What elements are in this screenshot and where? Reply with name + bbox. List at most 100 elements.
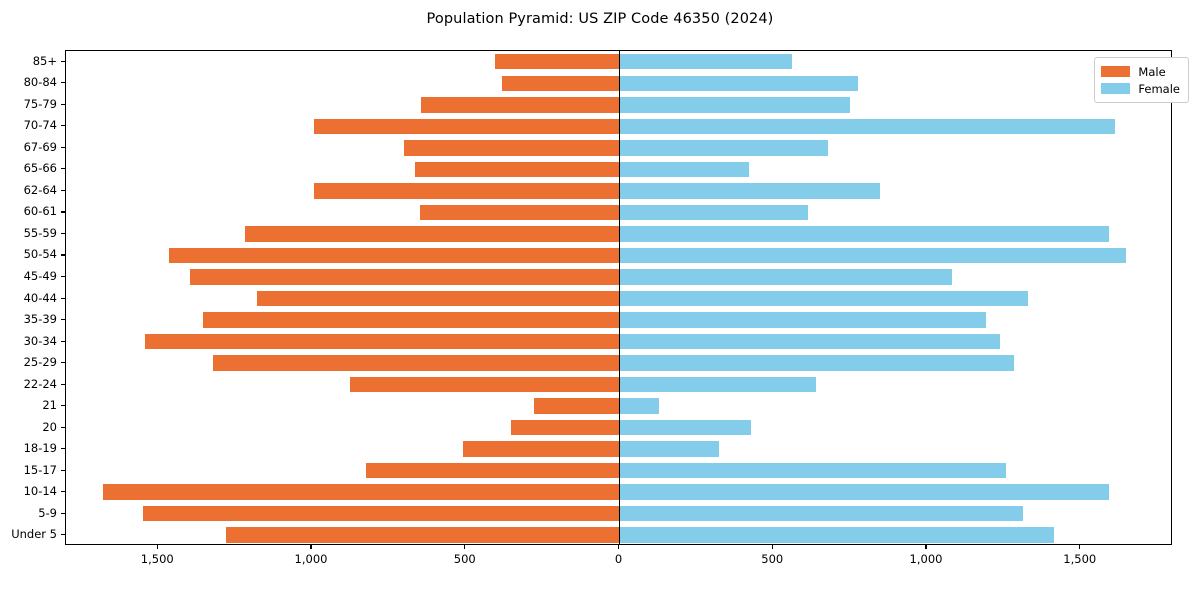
bar-female bbox=[619, 97, 850, 113]
bar-row bbox=[66, 247, 1171, 264]
y-axis-tick-label: 60-61 bbox=[23, 204, 57, 219]
bar-row bbox=[66, 419, 1171, 436]
y-axis-tick-label: 75-79 bbox=[23, 96, 57, 111]
bar-male bbox=[212, 355, 620, 371]
y-axis-tick-mark bbox=[61, 405, 65, 407]
y-axis-tick-mark bbox=[61, 426, 65, 428]
y-axis-tick-mark bbox=[61, 362, 65, 364]
x-axis-tick-label: 1,500 bbox=[1063, 552, 1097, 566]
y-axis-tick-label: 62-64 bbox=[23, 182, 57, 197]
bar-row bbox=[66, 462, 1171, 479]
y-axis-tick-mark bbox=[61, 189, 65, 191]
bar-row bbox=[66, 312, 1171, 328]
bar-male bbox=[502, 75, 620, 92]
bar-row bbox=[66, 441, 1171, 457]
y-axis-tick-mark bbox=[61, 232, 65, 235]
legend-label: Male bbox=[1138, 64, 1166, 79]
bar-female bbox=[619, 398, 660, 414]
y-axis-tick-mark bbox=[61, 469, 65, 471]
bar-female bbox=[619, 333, 1000, 350]
bar-male bbox=[510, 419, 620, 436]
bar-row bbox=[66, 54, 1171, 70]
bar-row bbox=[66, 355, 1171, 371]
bar-male bbox=[145, 333, 620, 350]
y-axis-tick-mark bbox=[61, 340, 65, 342]
y-axis-tick-label: 40-44 bbox=[23, 290, 57, 305]
bar-male bbox=[350, 376, 620, 393]
y-axis-tick-label: 25-29 bbox=[23, 355, 57, 370]
y-axis-tick-label: 85+ bbox=[32, 53, 57, 68]
bar-female bbox=[619, 183, 880, 199]
bar-male bbox=[103, 484, 620, 500]
bar-female bbox=[619, 484, 1110, 500]
y-axis-tick-mark bbox=[61, 60, 65, 62]
bar-row bbox=[66, 183, 1171, 199]
bar-male bbox=[256, 290, 620, 307]
bar-male bbox=[189, 269, 620, 285]
y-axis-tick-label: 30-34 bbox=[23, 333, 57, 348]
bar-male bbox=[534, 398, 620, 414]
y-axis-tick-mark bbox=[61, 448, 65, 450]
bar-row bbox=[66, 75, 1171, 92]
bar-row bbox=[66, 140, 1171, 156]
y-axis-tick-mark bbox=[61, 297, 65, 299]
bar-row bbox=[66, 527, 1171, 543]
x-axis-tick-label: 1,000 bbox=[294, 552, 328, 566]
bar-female bbox=[619, 54, 793, 70]
bar-row bbox=[66, 376, 1171, 393]
x-axis-tick-mark bbox=[771, 545, 773, 549]
y-axis-tick-label: 15-17 bbox=[23, 462, 57, 477]
y-axis-tick-mark bbox=[61, 103, 65, 105]
legend-entry-male[interactable]: Male bbox=[1101, 63, 1180, 80]
legend-swatch-icon bbox=[1101, 83, 1131, 94]
chart-title: Population Pyramid: US ZIP Code 46350 (2… bbox=[426, 11, 774, 27]
bar-female bbox=[619, 118, 1116, 135]
bar-row bbox=[66, 97, 1171, 113]
bar-female bbox=[619, 505, 1023, 522]
bar-female bbox=[619, 312, 987, 328]
y-axis-tick-mark bbox=[61, 82, 65, 84]
bar-female bbox=[619, 290, 1029, 307]
bar-row bbox=[66, 398, 1171, 414]
bar-female bbox=[619, 247, 1126, 264]
y-axis-tick-label: 21 bbox=[42, 398, 57, 413]
y-axis-tick-mark bbox=[61, 125, 65, 127]
bar-male bbox=[142, 505, 620, 522]
y-axis-tick-mark bbox=[61, 254, 65, 256]
x-axis-tick-label: 1,500 bbox=[140, 552, 174, 566]
bar-male bbox=[225, 527, 620, 543]
bar-male bbox=[202, 312, 620, 328]
x-axis-tick-label: 500 bbox=[761, 552, 784, 566]
bar-row bbox=[66, 269, 1171, 285]
bar-male bbox=[421, 97, 620, 113]
y-axis-tick-label: 20 bbox=[42, 419, 57, 434]
y-axis-tick-mark bbox=[61, 319, 65, 321]
y-axis-tick-mark bbox=[61, 168, 65, 170]
bar-female bbox=[619, 527, 1055, 543]
bar-row bbox=[66, 484, 1171, 500]
y-axis-tick-mark bbox=[61, 512, 65, 514]
chart-legend[interactable]: Male Female bbox=[1094, 57, 1189, 103]
bar-female bbox=[619, 161, 749, 178]
y-axis-tick-label: 35-39 bbox=[23, 312, 57, 327]
bar-male bbox=[462, 441, 620, 457]
y-axis-tick-mark bbox=[61, 275, 65, 278]
bar-row bbox=[66, 204, 1171, 221]
bar-female bbox=[619, 462, 1007, 479]
legend-swatch-icon bbox=[1101, 66, 1131, 77]
y-axis-tick-mark bbox=[61, 534, 65, 536]
y-axis-tick-label: 22-24 bbox=[23, 376, 57, 391]
bar-female bbox=[619, 376, 816, 393]
y-axis-tick-mark bbox=[61, 146, 65, 148]
legend-entry-female[interactable]: Female bbox=[1101, 80, 1180, 97]
y-axis-tick-label: 80-84 bbox=[23, 75, 57, 90]
legend-label: Female bbox=[1138, 81, 1180, 96]
y-axis-tick-mark bbox=[61, 383, 65, 385]
y-axis-tick-label: 55-59 bbox=[23, 225, 57, 240]
bar-female bbox=[619, 441, 719, 457]
bars-layer bbox=[66, 51, 1171, 544]
y-axis-tick-label: 65-66 bbox=[23, 161, 57, 176]
bar-female bbox=[619, 204, 809, 221]
zero-axis-line bbox=[618, 51, 621, 544]
x-axis-tick-mark bbox=[617, 545, 620, 549]
